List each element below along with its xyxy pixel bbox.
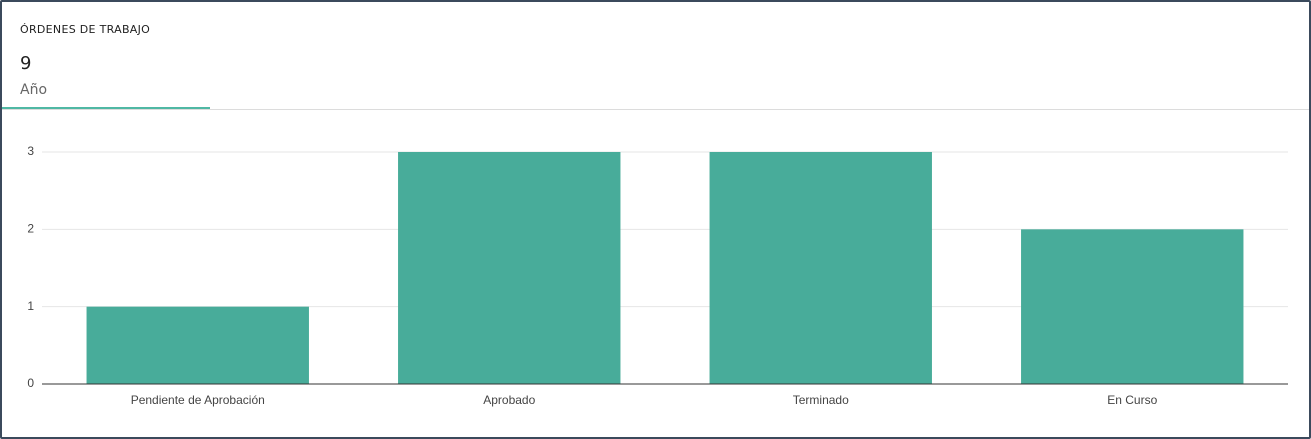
y-tick-label: 0 — [27, 376, 34, 390]
bar — [398, 152, 621, 384]
x-tick-label: Aprobado — [483, 393, 535, 407]
bar — [1021, 229, 1244, 384]
x-tick-label: En Curso — [1107, 393, 1157, 407]
total-count: 9 — [20, 53, 32, 74]
bar — [709, 152, 932, 384]
x-tick-label: Terminado — [793, 393, 849, 407]
period-tab[interactable]: Año — [20, 82, 48, 98]
y-tick-label: 3 — [27, 144, 34, 158]
y-tick-label: 1 — [27, 299, 34, 313]
x-tick-label: Pendiente de Aprobación — [131, 393, 265, 407]
y-tick-label: 2 — [27, 222, 34, 236]
divider — [2, 109, 1309, 110]
bar — [86, 306, 309, 384]
widget-title: ÓRDENES DE TRABAJO — [20, 23, 151, 36]
active-tab-indicator — [2, 107, 210, 110]
